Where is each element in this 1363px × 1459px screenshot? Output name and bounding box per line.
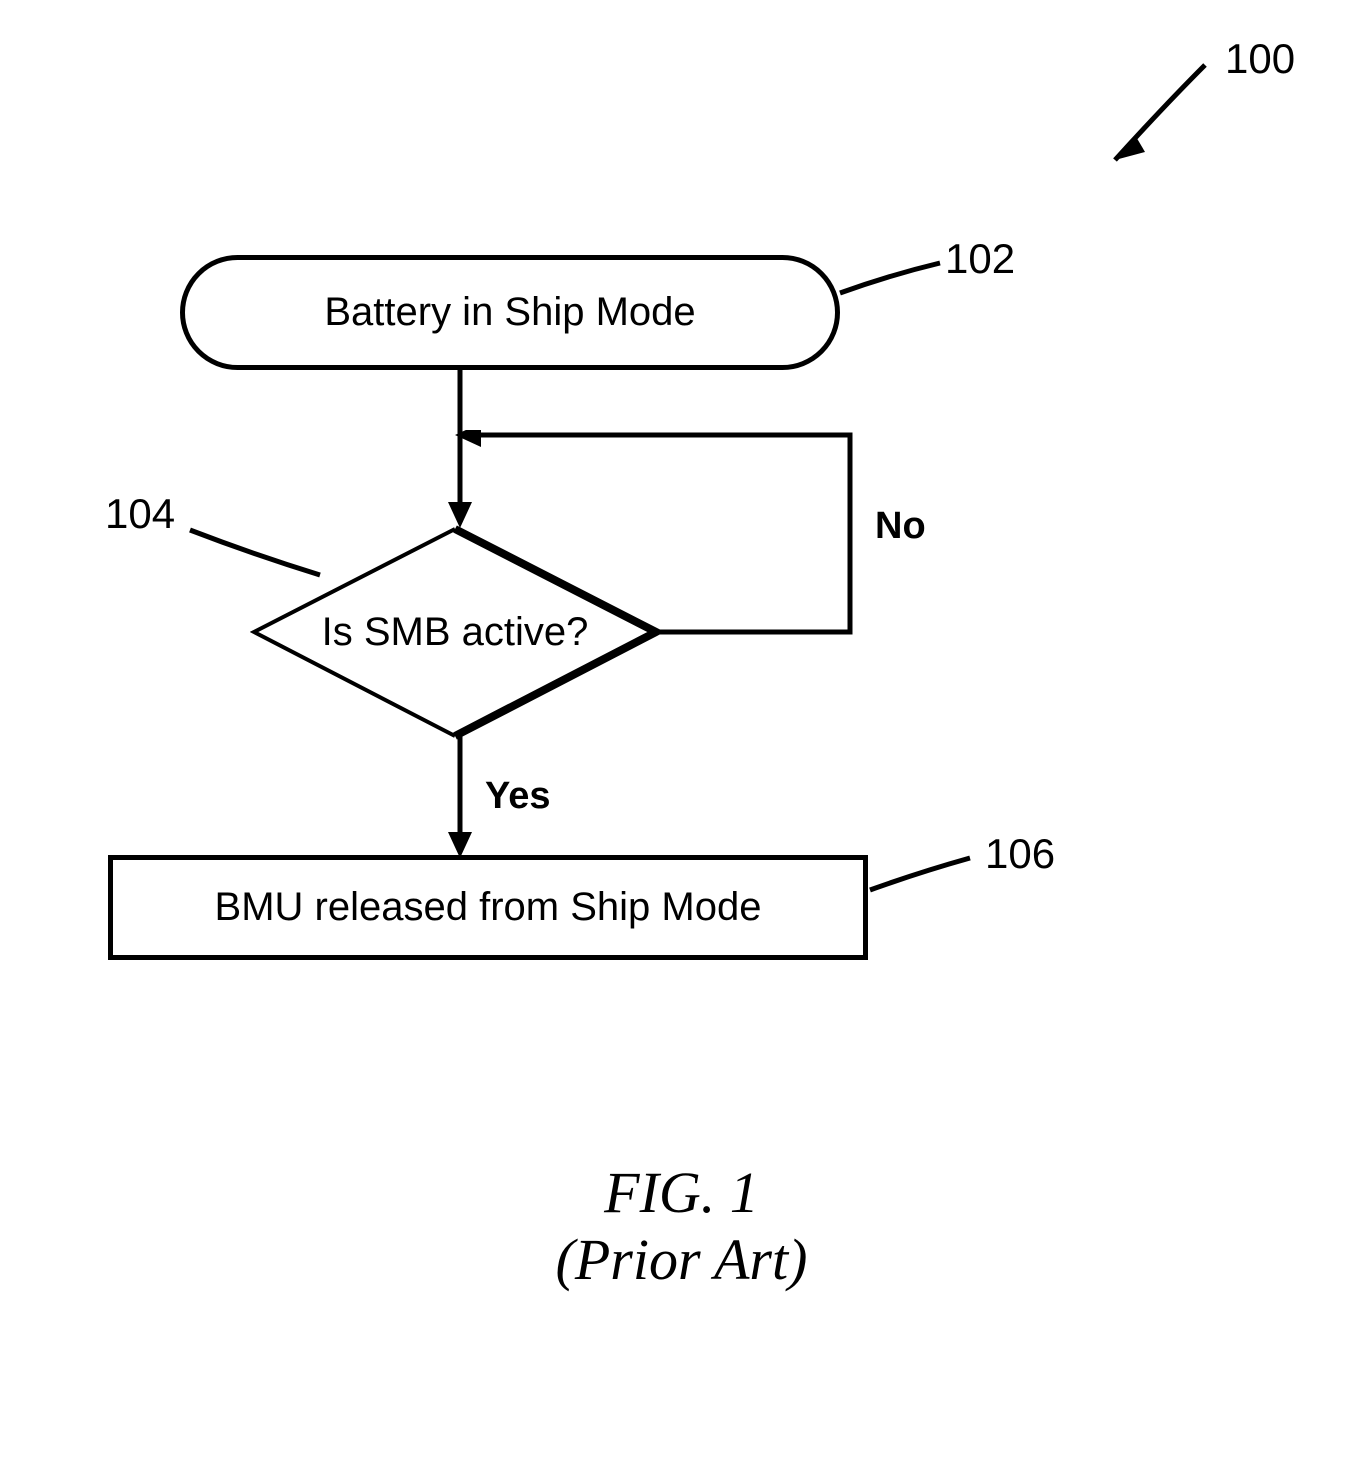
edge-yes bbox=[445, 735, 475, 860]
node-bmu-released: BMU released from Ship Mode bbox=[108, 855, 868, 960]
node-battery-ship-mode: Battery in Ship Mode bbox=[180, 255, 840, 370]
edge-label-yes: Yes bbox=[485, 775, 551, 818]
ref-label-106: 106 bbox=[985, 830, 1055, 878]
node-label: Is SMB active? bbox=[322, 610, 589, 655]
figure-caption: FIG. 1 (Prior Art) bbox=[0, 1160, 1363, 1293]
ref-leader-106 bbox=[860, 850, 980, 910]
figure-ref-label: 100 bbox=[1225, 35, 1295, 83]
caption-line1: FIG. 1 bbox=[604, 1160, 759, 1225]
figure-ref-arrow bbox=[1085, 55, 1235, 185]
node-label: BMU released from Ship Mode bbox=[215, 885, 762, 930]
ref-leader-102 bbox=[830, 255, 950, 315]
node-label: Battery in Ship Mode bbox=[324, 290, 695, 335]
edge-label-no: No bbox=[875, 505, 926, 548]
caption-line2: (Prior Art) bbox=[0, 1227, 1363, 1294]
ref-label-104: 104 bbox=[105, 490, 175, 538]
ref-label-102: 102 bbox=[945, 235, 1015, 283]
ref-leader-104 bbox=[185, 520, 325, 590]
